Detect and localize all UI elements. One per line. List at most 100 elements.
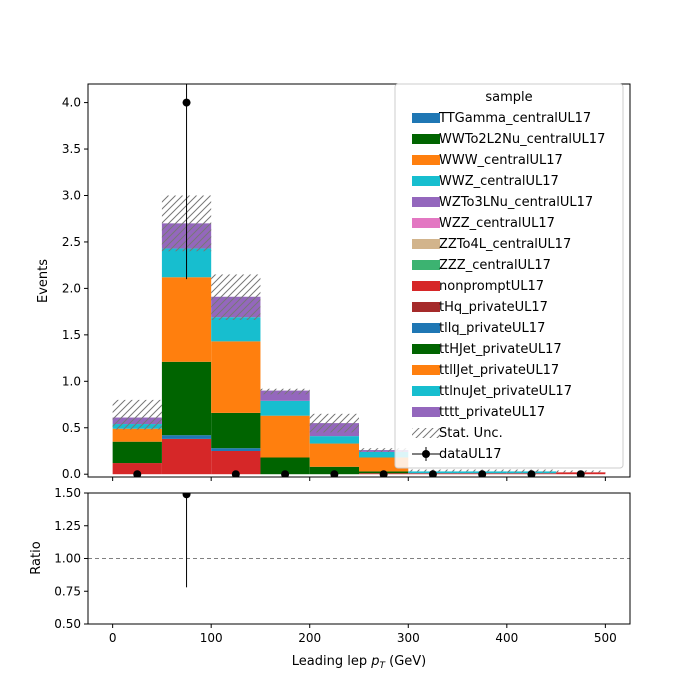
bar-segment-ttlnuJet_privateUL17 (211, 317, 261, 342)
x-axis-label: Leading lep pT (GeV) (292, 654, 426, 671)
legend-label: tttt_privateUL17 (439, 405, 545, 420)
y-tick-label: 3.5 (62, 142, 81, 156)
x-tick-label: 500 (594, 631, 617, 645)
y-tick-label: 1.5 (62, 328, 81, 342)
x-tick-label: 400 (495, 631, 518, 645)
legend-entry: TTGamma_centralUL17 (412, 111, 591, 126)
legend-items: TTGamma_centralUL17 WWTo2L2Nu_centralUL17… (412, 111, 605, 462)
legend-label: tHq_privateUL17 (439, 300, 548, 315)
main-y-axis-label: Events (36, 259, 51, 303)
stat-unc-band (260, 388, 310, 395)
legend-entry: nonpromptUL17 (412, 279, 544, 294)
legend-entry: WWTo2L2Nu_centralUL17 (412, 132, 605, 147)
legend: sample TTGamma_centralUL17 WWTo2L2Nu_cent… (394, 83, 624, 469)
main-plot-area (112, 84, 606, 477)
ratio-axes-frame (87, 492, 631, 625)
data-point (527, 470, 536, 477)
ratio-y-tick-label: 1.00 (54, 552, 81, 566)
bar-segment-ttllJet_privateUL17 (112, 428, 162, 442)
ratio-y-tick-label: 1.25 (54, 519, 81, 533)
bar-segment-nonpromptUL17 (211, 450, 261, 475)
bar-segment-ttlnuJet_privateUL17 (309, 436, 359, 444)
bar-segment-ttllJet_privateUL17 (211, 341, 261, 413)
legend-entry: tttt_privateUL17 (412, 405, 545, 420)
x-tick-label: 300 (397, 631, 420, 645)
legend-entry: WWZ_centralUL17 (412, 174, 559, 189)
legend-label: WWW_centralUL17 (439, 153, 563, 168)
y-tick-label: 3.0 (62, 188, 81, 202)
legend-entry: ttlnuJet_privateUL17 (412, 384, 572, 399)
main-axes-frame (87, 83, 631, 478)
legend-label: ZZTo4L_centralUL17 (439, 237, 571, 252)
legend-entry: tHq_privateUL17 (412, 300, 548, 315)
legend-entry: WZZ_centralUL17 (412, 216, 555, 231)
data-point (576, 470, 585, 477)
legend-swatch (412, 239, 440, 249)
legend-label: ttllJet_privateUL17 (439, 363, 559, 378)
bar-segment-tttt_privateUL17 (260, 390, 310, 401)
x-tick-label: 0 (109, 631, 117, 645)
legend-label: WWZ_centralUL17 (439, 174, 559, 189)
ratio-y-axis: 0.50 0.75 1.00 1.25 1.50 (54, 486, 88, 631)
y-tick-label: 2.5 (62, 235, 81, 249)
legend-swatch (412, 176, 440, 186)
main-y-axis: 0.0 0.5 1.0 1.5 2.0 2.5 3.0 3.5 4.0 (62, 96, 88, 481)
legend-swatch-hatch (412, 428, 440, 438)
legend-label: ttlnuJet_privateUL17 (439, 384, 572, 399)
x-tick-label: 200 (298, 631, 321, 645)
bar-segment-tllq_privateUL17 (211, 448, 261, 451)
stat-unc-band (112, 399, 162, 430)
legend-label: WZTo3LNu_centralUL17 (439, 195, 593, 210)
main-x-axis-ticks (112, 477, 606, 481)
ratio-plot-area (88, 493, 630, 588)
data-point (379, 470, 388, 477)
bar-segment-tllq_privateUL17 (161, 435, 212, 439)
ratio-y-axis-label: Ratio (29, 541, 44, 574)
legend-swatch (412, 260, 440, 270)
legend-label: ZZZ_centralUL17 (439, 258, 551, 273)
bar-segment-ttlnuJet_privateUL17 (260, 400, 310, 416)
legend-swatch (412, 134, 440, 144)
legend-label: nonpromptUL17 (439, 279, 544, 294)
legend-label: dataUL17 (439, 447, 502, 462)
legend-frame (394, 83, 624, 469)
legend-label: TTGamma_centralUL17 (438, 111, 591, 126)
legend-swatch (412, 155, 440, 165)
legend-title: sample (485, 90, 532, 105)
data-point (330, 470, 339, 477)
bar-segment-ttHJet_privateUL17 (161, 361, 212, 436)
data-point (231, 470, 240, 477)
legend-label: ttHJet_privateUL17 (439, 342, 562, 357)
stat-unc-band (359, 448, 409, 452)
legend-label: WWTo2L2Nu_centralUL17 (439, 132, 605, 147)
legend-entry: WZTo3LNu_centralUL17 (412, 195, 593, 210)
data-point (133, 470, 142, 477)
legend-entry: tllq_privateUL17 (412, 321, 545, 336)
legend-label: Stat. Unc. (439, 426, 503, 441)
ratio-panel: 0.50 0.75 1.00 1.25 1.50 0 100 200 300 400 500 Ra… (29, 486, 631, 645)
bar-segment-ttHJet_privateUL17 (260, 457, 310, 475)
bar-segment-nonpromptUL17 (112, 463, 162, 475)
legend-swatch (412, 197, 440, 207)
bar-segment-ttlnuJet_privateUL17 (359, 451, 409, 458)
legend-swatch (412, 386, 440, 396)
legend-entry: ttllJet_privateUL17 (412, 363, 559, 378)
ratio-y-tick-label: 1.50 (54, 486, 81, 500)
ratio-x-axis: 0 100 200 300 400 500 (109, 624, 617, 645)
y-tick-label: 0.0 (62, 467, 81, 481)
x-tick-label: 100 (200, 631, 223, 645)
legend-entry: ZZTo4L_centralUL17 (412, 237, 571, 252)
y-tick-label: 4.0 (62, 96, 81, 110)
legend-swatch (412, 344, 440, 354)
data-point (478, 470, 487, 477)
legend-swatch (412, 407, 440, 417)
data-point (281, 470, 290, 477)
stat-unc-band (309, 413, 359, 433)
legend-entry: Stat. Unc. (412, 426, 503, 441)
legend-swatch (412, 113, 440, 123)
legend-entry: WWW_centralUL17 (412, 153, 563, 168)
data-point (182, 98, 191, 107)
legend-label: tllq_privateUL17 (439, 321, 545, 336)
legend-swatch (412, 323, 440, 333)
